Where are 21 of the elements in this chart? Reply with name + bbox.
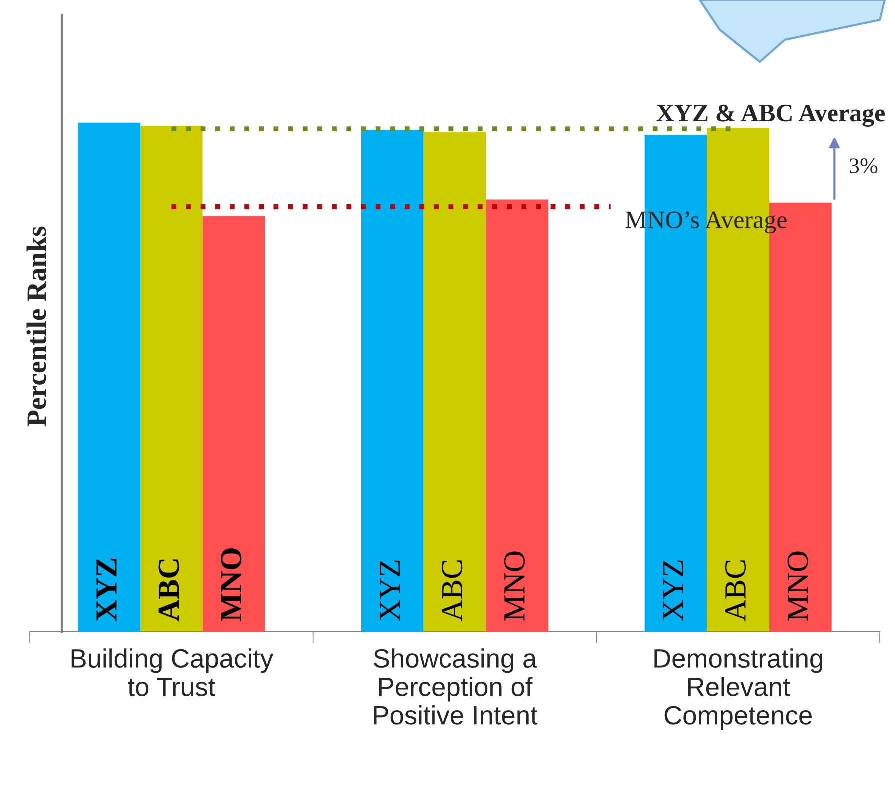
x-tick-label: Demonstrating Relevant Competence — [654, 648, 822, 730]
bar — [140, 126, 203, 632]
bar — [486, 200, 548, 632]
text: MNO — [504, 552, 525, 621]
y-axis-title: Percentile Ranks — [26, 226, 46, 427]
x-tick-label: Building Capacity to Trust — [72, 648, 274, 696]
bar — [202, 216, 266, 632]
text: ABC — [442, 560, 463, 622]
text: XYZ — [663, 560, 684, 622]
text: XYZ — [380, 560, 400, 622]
series-label: XYZ — [96, 558, 117, 622]
bar — [362, 130, 424, 632]
text: ABC — [725, 560, 746, 622]
series-label: MNO — [221, 548, 242, 622]
text: 3% — [850, 158, 878, 174]
series-label: ABC — [158, 560, 180, 622]
x-tick-label: Showcasing a Perception of Positive Intent — [374, 648, 538, 725]
bar — [424, 132, 486, 632]
ref-line-label: XYZ & ABC Average — [656, 104, 886, 127]
text: MNO — [788, 552, 808, 621]
bar — [78, 122, 140, 632]
